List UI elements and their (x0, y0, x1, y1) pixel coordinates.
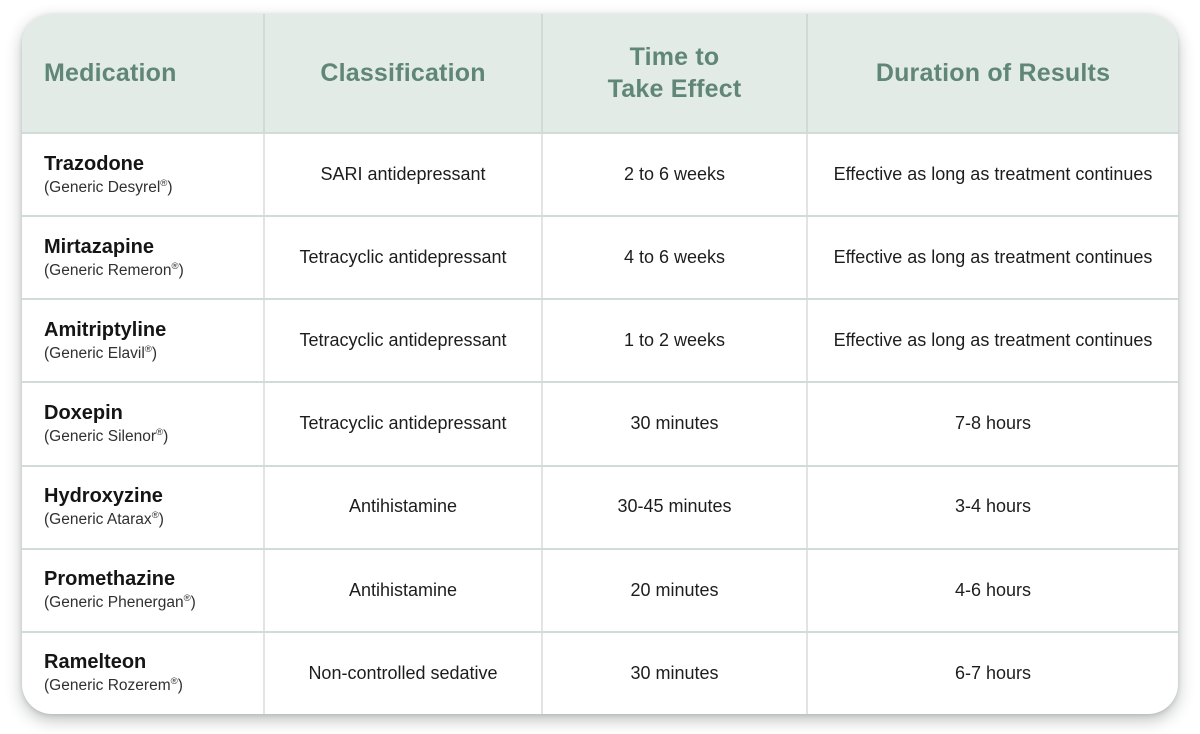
medication-generic-name: (Generic Remeron®) (44, 260, 184, 279)
medication-generic-name: (Generic Atarax®) (44, 509, 164, 529)
medication-name: Amitriptyline (44, 318, 167, 341)
classification-cell: Antihistamine (263, 466, 541, 548)
table-row: Promethazine (Generic Phenergan®) Antihi… (22, 547, 1178, 631)
classification-cell: SARI antidepressant (263, 134, 541, 216)
time-to-take-effect-cell: 2 to 6 weeks (541, 134, 806, 216)
table-header-row: Medication Classification Time to Take E… (22, 14, 1178, 132)
time-to-take-effect-cell: 4 to 6 weeks (541, 217, 806, 299)
medication-table-card: Medication Classification Time to Take E… (22, 14, 1178, 714)
duration-of-results-cell: 6-7 hours (806, 632, 1178, 714)
duration-of-results-cell: 4-6 hours (806, 549, 1178, 631)
duration-of-results-cell: Effective as long as treatment continues (806, 300, 1178, 382)
duration-of-results-cell: 3-4 hours (806, 466, 1178, 548)
duration-of-results-cell: Effective as long as treatment continues (806, 217, 1178, 299)
time-to-take-effect-cell: 1 to 2 weeks (541, 300, 806, 382)
medication-generic-name: (Generic Silenor®) (44, 426, 169, 445)
classification-cell: Tetracyclic antidepressant (263, 217, 541, 299)
table-row: Ramelteon (Generic Rozerem®) Non-control… (22, 630, 1178, 714)
medication-name: Ramelteon (44, 651, 147, 674)
table-body: Trazodone (Generic Desyrel®) SARI antide… (22, 132, 1178, 714)
classification-cell: Tetracyclic antidepressant (263, 300, 541, 382)
medication-generic-name: (Generic Rozerem®) (44, 676, 183, 695)
time-to-take-effect-cell: 20 minutes (541, 549, 806, 631)
medication-cell: Trazodone (Generic Desyrel®) (22, 134, 263, 215)
medication-name: Doxepin (44, 401, 123, 424)
medication-cell: Amitriptyline (Generic Elavil®) (22, 300, 263, 381)
table-row: Doxepin (Generic Silenor®) Tetracyclic a… (22, 381, 1178, 465)
medication-cell: Mirtazapine (Generic Remeron®) (22, 217, 263, 298)
classification-cell: Tetracyclic antidepressant (263, 383, 541, 465)
medication-generic-name: (Generic Elavil®) (44, 343, 158, 362)
medication-cell: Hydroxyzine (Generic Atarax®) (22, 467, 263, 548)
header-cell-classification: Classification (263, 14, 541, 132)
medication-generic-name: (Generic Desyrel®) (44, 177, 173, 196)
medication-name: Hydroxyzine (44, 485, 163, 508)
table-row: Amitriptyline (Generic Elavil®) Tetracyc… (22, 298, 1178, 382)
medication-name: Promethazine (44, 568, 176, 591)
header-cell-duration-of-results: Duration of Results (806, 14, 1178, 132)
medication-name: Mirtazapine (44, 235, 155, 258)
classification-cell: Antihistamine (263, 549, 541, 631)
header-cell-time-to-take-effect: Time to Take Effect (541, 14, 806, 132)
header-cell-medication: Medication (44, 58, 177, 87)
table-row: Hydroxyzine (Generic Atarax®) Antihistam… (22, 464, 1178, 548)
medication-name: Trazodone (44, 152, 145, 175)
medication-cell: Doxepin (Generic Silenor®) (22, 383, 263, 464)
table-row: Trazodone (Generic Desyrel®) SARI antide… (22, 132, 1178, 216)
time-to-take-effect-cell: 30 minutes (541, 383, 806, 465)
medication-generic-name: (Generic Phenergan®) (44, 593, 196, 612)
table-row: Mirtazapine (Generic Remeron®) Tetracycl… (22, 215, 1178, 299)
duration-of-results-cell: Effective as long as treatment continues (806, 134, 1178, 216)
medication-cell: Ramelteon (Generic Rozerem®) (22, 633, 263, 714)
time-to-take-effect-cell: 30-45 minutes (541, 466, 806, 548)
duration-of-results-cell: 7-8 hours (806, 383, 1178, 465)
time-to-take-effect-cell: 30 minutes (541, 632, 806, 714)
classification-cell: Non-controlled sedative (263, 632, 541, 714)
medication-cell: Promethazine (Generic Phenergan®) (22, 550, 263, 631)
